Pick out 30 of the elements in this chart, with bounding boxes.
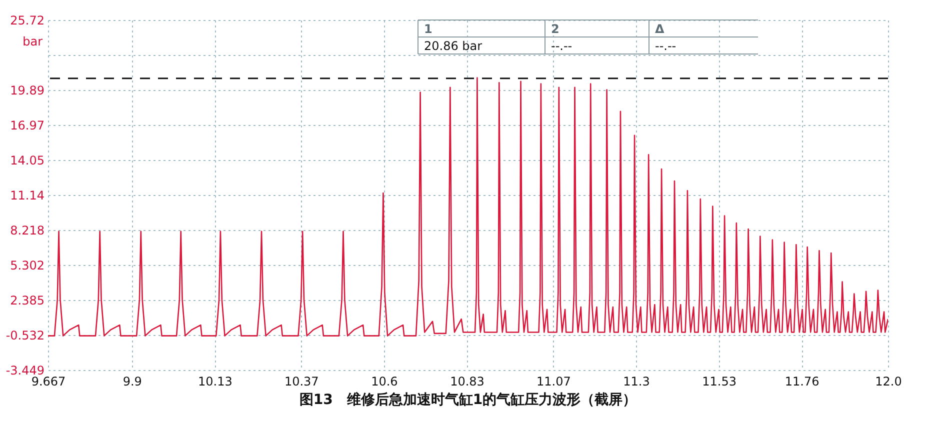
y-tick-label: 16.97 [10,118,44,132]
y-axis-title: bar [22,34,43,48]
x-tick-label: 10.13 [198,374,232,388]
x-tick-label: 9.9 [122,374,142,388]
y-tick-label: 5.302 [10,258,44,272]
x-tick-label: 10.37 [284,374,319,388]
x-tick-label: 11.53 [702,374,736,388]
y-tick-label: 8.218 [10,224,44,238]
annotation: --.-- [655,39,676,53]
y-tick-label: -0.532 [6,328,44,342]
y-tick-label: 14.05 [10,154,44,168]
y-tick-label: 25.72 [10,14,44,28]
y-tick-label: 11.14 [10,188,44,202]
annotation: Δ [655,22,665,36]
ref-line-label: 20.86 bar [424,39,482,53]
x-tick-label: 9.667 [31,374,66,388]
line-series [48,77,888,336]
x-tick-label: 11.3 [623,374,650,388]
annotation: 1 [424,22,432,36]
x-tick-label: 11.76 [784,374,820,388]
x-tick-label: 10.83 [450,374,484,388]
y-tick-label: -3.449 [6,364,44,378]
x-tick-label: 11.07 [536,374,571,388]
y-tick-label: 2.385 [10,294,44,308]
x-tick-label: 12.0 [875,374,902,388]
annotation: 2 [551,22,560,36]
annotation: --.-- [551,39,572,53]
y-tick-label: 19.89 [10,83,44,98]
x-tick-label: 10.6 [371,374,398,388]
text: 图13 维修后急加速时气缸1的气缸压力波形（截屏） [299,391,637,408]
